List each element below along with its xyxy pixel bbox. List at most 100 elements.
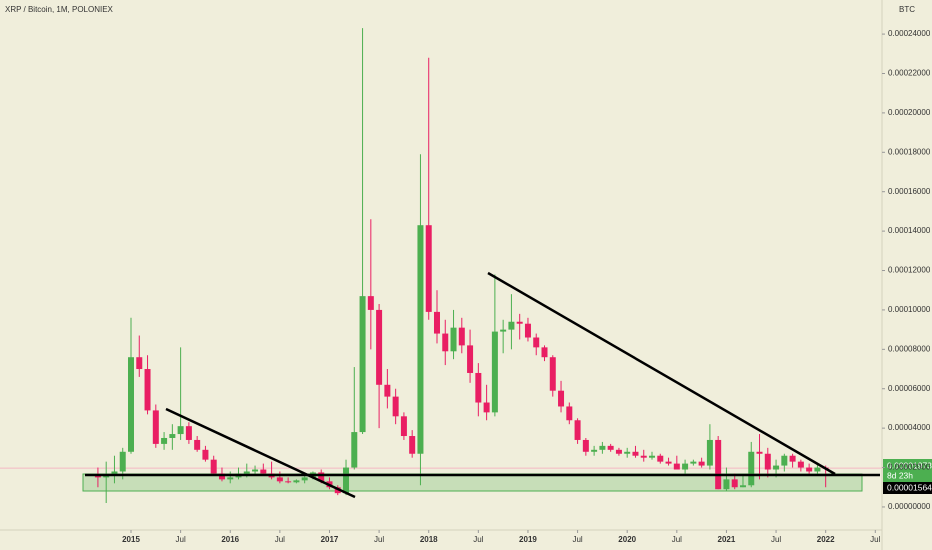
- candle-body: [285, 481, 292, 483]
- candle-body: [516, 321, 523, 324]
- x-tick-label: Jul: [176, 535, 186, 544]
- y-tick-label: 0.00020000: [888, 108, 931, 117]
- candle-body: [194, 439, 201, 450]
- candle-body: [243, 471, 250, 474]
- candle-body: [276, 477, 283, 482]
- candle-body: [731, 479, 738, 488]
- candle-body: [797, 461, 804, 468]
- candle-body: [161, 437, 168, 444]
- candle-body: [814, 467, 821, 472]
- candle-body: [773, 465, 780, 470]
- y-tick-label: 0.00010000: [888, 305, 931, 314]
- x-tick-label: 2022: [817, 535, 835, 544]
- candle-body: [715, 439, 722, 490]
- x-tick-label: 2021: [718, 535, 736, 544]
- candle-body: [615, 449, 622, 454]
- x-tick-label: Jul: [771, 535, 781, 544]
- candle-body: [318, 472, 325, 482]
- candle-body: [574, 420, 581, 440]
- y-tick-label: 0.00008000: [888, 344, 931, 353]
- y-tick-label: 0.00022000: [888, 69, 931, 78]
- candle-body: [673, 463, 680, 470]
- candle-body: [682, 463, 689, 470]
- candle-body: [367, 296, 374, 310]
- candle-body: [524, 323, 531, 338]
- candle-body: [384, 384, 391, 397]
- candle-body: [764, 453, 771, 470]
- candle-body: [202, 449, 209, 460]
- candle-body: [425, 225, 432, 312]
- candle-body: [152, 410, 159, 444]
- countdown-label: 8d 23h: [887, 470, 913, 480]
- candle-body: [458, 327, 465, 346]
- y-tick-label: 0.00004000: [888, 423, 931, 432]
- support-price-label: 0.00001564: [887, 482, 932, 492]
- x-tick-label: 2019: [519, 535, 537, 544]
- chart-title: XRP / Bitcoin, 1M, POLONIEX: [5, 5, 114, 14]
- candle-body: [136, 357, 143, 370]
- candle-body: [433, 311, 440, 334]
- candle-body: [177, 426, 184, 435]
- candle-body: [442, 333, 449, 352]
- candle-body: [343, 467, 350, 494]
- candle-body: [376, 309, 383, 385]
- candle-body: [400, 416, 407, 437]
- last-price-badge: [883, 459, 932, 483]
- candle-body: [806, 467, 813, 472]
- y-tick-label: 0.00014000: [888, 226, 931, 235]
- candle-body: [450, 327, 457, 352]
- candle-body: [781, 455, 788, 466]
- candle-body: [103, 475, 110, 478]
- x-tick-label: Jul: [870, 535, 880, 544]
- trendline: [487, 271, 836, 476]
- x-tick-label: 2018: [420, 535, 438, 544]
- candle-body: [128, 357, 134, 452]
- y-tick-label: 0.00006000: [888, 384, 931, 393]
- x-tick-label: 2017: [321, 535, 339, 544]
- currency-label: BTC: [899, 5, 915, 14]
- candle-body: [690, 461, 697, 464]
- candle-body: [475, 372, 482, 403]
- x-tick-label: 2020: [618, 535, 636, 544]
- candle-body: [227, 477, 234, 480]
- y-tick-label: 0.00024000: [888, 29, 931, 38]
- candle-body: [293, 480, 300, 483]
- candle-body: [409, 436, 416, 454]
- candle-body: [706, 439, 713, 466]
- candle-body: [789, 455, 796, 462]
- candle-body: [607, 445, 614, 450]
- support-price-badge: [883, 482, 932, 494]
- candle-body: [169, 434, 176, 438]
- candle-body: [541, 347, 548, 358]
- x-tick-label: 2015: [122, 535, 140, 544]
- support-zone: [82, 473, 863, 492]
- candle-body: [566, 406, 573, 421]
- candle-body: [640, 455, 647, 458]
- candle-body: [649, 455, 656, 458]
- x-tick-label: 2016: [221, 535, 239, 544]
- y-tick-label: 0.00018000: [888, 147, 931, 156]
- candle-body: [624, 451, 631, 454]
- x-tick-label: Jul: [374, 535, 384, 544]
- candles: [0, 28, 882, 504]
- candle-body: [218, 473, 225, 480]
- candle-body: [252, 469, 259, 472]
- candle-body: [210, 459, 217, 474]
- candle-body: [119, 451, 126, 472]
- candle-body: [599, 445, 606, 450]
- candle-body: [549, 357, 556, 391]
- y-tick-label: 0.00016000: [888, 187, 931, 196]
- candle-body: [392, 396, 399, 417]
- candle-body: [698, 461, 705, 466]
- candle-body: [144, 369, 151, 411]
- candle-body: [632, 451, 639, 456]
- candle-body: [558, 390, 565, 407]
- candle-body: [665, 461, 672, 464]
- candle-body: [508, 321, 515, 330]
- candle-body: [756, 451, 763, 454]
- candle-body: [94, 475, 101, 478]
- candle-body: [739, 485, 746, 488]
- y-tick-label: 0.00012000: [888, 266, 931, 275]
- candle-body: [260, 469, 267, 474]
